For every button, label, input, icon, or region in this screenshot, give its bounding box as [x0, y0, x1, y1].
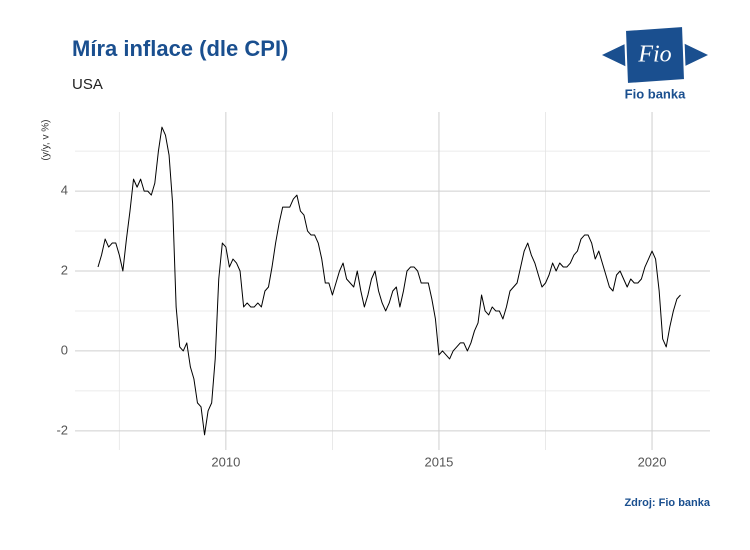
data-line	[97, 126, 681, 436]
source-note: Zdroj: Fio banka	[624, 497, 710, 509]
x-tick-label: 2020	[638, 454, 667, 469]
x-tick-label: 2010	[211, 454, 240, 469]
y-tick-label: 4	[61, 183, 68, 198]
y-tick-label: -2	[56, 422, 68, 437]
logo-text: Fio	[637, 42, 671, 68]
y-tick-label: 0	[61, 342, 68, 357]
y-axis-label: (y/y, v %)	[41, 120, 52, 161]
logo-shape	[623, 24, 687, 86]
logo-shape	[602, 43, 627, 67]
logo-caption: Fio banka	[625, 86, 686, 101]
chart-title: Míra inflace (dle CPI)	[72, 36, 288, 61]
logo-shape	[683, 43, 708, 67]
y-tick-label: 2	[61, 262, 68, 277]
logo: Fio Fio banka	[602, 24, 708, 101]
x-tick-label: 2015	[424, 454, 453, 469]
chart-subtitle: USA	[72, 76, 103, 93]
